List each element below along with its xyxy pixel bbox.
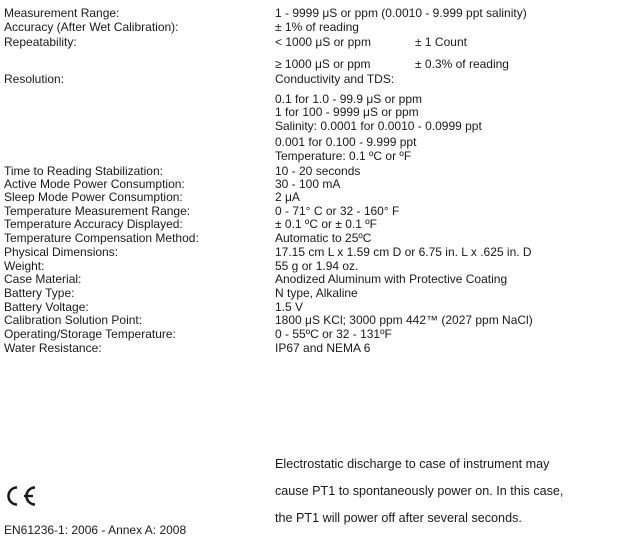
spec-value-secondary: ± 0.3% of reading xyxy=(415,57,509,71)
spec-label: Battery Voltage: xyxy=(4,300,89,314)
spec-label: Battery Type: xyxy=(4,286,75,300)
resolution-line: Temperature: 0.1 ºC or ºF xyxy=(275,149,412,163)
spec-label: Temperature Compensation Method: xyxy=(4,231,199,245)
spec-label: Operating/Storage Temperature: xyxy=(4,327,176,341)
note-line: Electrostatic discharge to case of instr… xyxy=(275,457,550,471)
spec-label: Temperature Accuracy Displayed: xyxy=(4,217,183,231)
spec-label: Accuracy (After Wet Calibration): xyxy=(4,20,179,34)
note-line: cause PT1 to spontaneously power on. In … xyxy=(275,484,564,498)
spec-label: Active Mode Power Consumption: xyxy=(4,177,185,191)
spec-value: Automatic to 25ºC xyxy=(275,231,372,245)
spec-value: 1.5 V xyxy=(275,300,304,314)
spec-label: Time to Reading Stabilization: xyxy=(4,164,163,178)
spec-value: 2 μA xyxy=(275,190,300,204)
spec-value: ≥ 1000 μS or ppm xyxy=(275,57,371,71)
spec-label: Case Material: xyxy=(4,272,82,286)
spec-value: 30 - 100 mA xyxy=(275,177,341,191)
spec-value: 55 g or 1.94 oz. xyxy=(275,259,359,273)
spec-value: Anodized Aluminum with Protective Coatin… xyxy=(275,272,508,286)
standard-reference: EN61236-1: 2006 - Annex A: 2008 xyxy=(4,523,187,537)
spec-value: 0 - 71° C or 32 - 160° F xyxy=(275,204,400,218)
resolution-line: 0.1 for 1.0 - 99.9 μS or ppm xyxy=(275,92,422,106)
spec-value: 17.15 cm L x 1.59 cm D or 6.75 in. L x .… xyxy=(275,245,532,259)
spec-value: ± 0.1 ºC or ± 0.1 ºF xyxy=(275,217,377,231)
spec-value: ± 1% of reading xyxy=(275,20,359,34)
spec-value: 10 - 20 seconds xyxy=(275,164,361,178)
spec-label: Temperature Measurement Range: xyxy=(4,204,191,218)
spec-value: N type, Alkaline xyxy=(275,286,358,300)
spec-label: Calibration Solution Point: xyxy=(4,313,143,327)
resolution-line: 1 for 100 - 9999 μS or ppm xyxy=(275,105,419,119)
resolution-line: 0.001 for 0.100 - 9.999 ppt xyxy=(275,135,417,149)
spec-value-secondary: ± 1 Count xyxy=(415,35,467,49)
spec-value: 0 - 55ºC or 32 - 131ºF xyxy=(275,327,392,341)
note-line: the PT1 will power off after several sec… xyxy=(275,511,522,525)
spec-label: Repeatability: xyxy=(4,35,77,49)
spec-label: Sleep Mode Power Consumption: xyxy=(4,190,183,204)
spec-value: < 1000 μS or ppm xyxy=(275,35,371,49)
spec-value: 1800 μS KCl; 3000 ppm 442™ (2027 ppm NaC… xyxy=(275,313,533,327)
resolution-line: Salinity: 0.0001 for 0.0010 - 0.0999 ppt xyxy=(275,119,482,133)
spec-label: Physical Dimensions: xyxy=(4,245,119,259)
spec-label: Measurement Range: xyxy=(4,6,120,20)
spec-label: Water Resistance: xyxy=(4,341,102,355)
spec-label: Resolution: xyxy=(4,72,65,86)
spec-value: IP67 and NEMA 6 xyxy=(275,341,371,355)
spec-label: Weight: xyxy=(4,259,45,273)
spec-value: 1 - 9999 μS or ppm (0.0010 - 9.999 ppt s… xyxy=(275,6,527,20)
spec-value: Conductivity and TDS: xyxy=(275,72,395,86)
ce-mark-icon xyxy=(7,486,36,506)
